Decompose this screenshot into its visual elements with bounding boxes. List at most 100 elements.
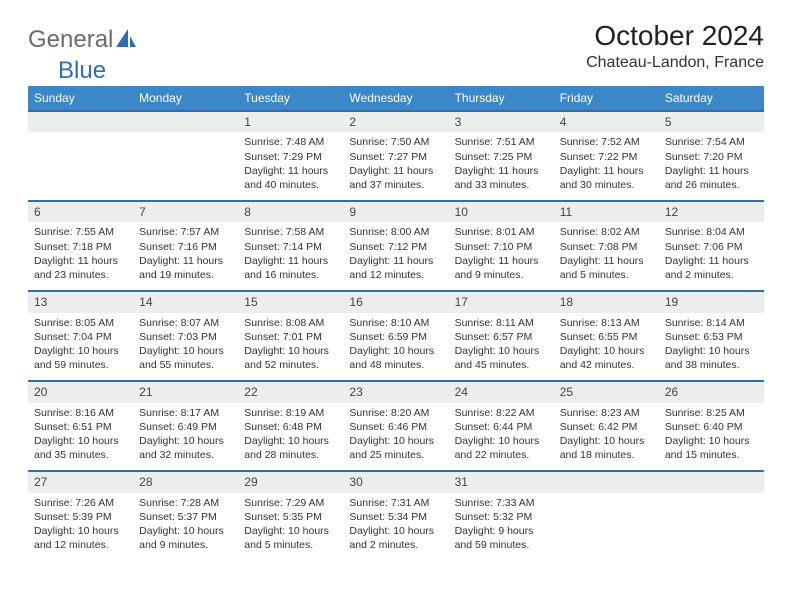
sunrise-text: Sunrise: 8:10 AM [349, 316, 442, 330]
day-details: Sunrise: 7:51 AMSunset: 7:25 PMDaylight:… [449, 132, 554, 200]
sunset-text: Sunset: 7:16 PM [139, 240, 232, 254]
sunset-text: Sunset: 7:12 PM [349, 240, 442, 254]
daylight-text: Daylight: 11 hours and 5 minutes. [560, 254, 653, 282]
sunrise-text: Sunrise: 7:31 AM [349, 496, 442, 510]
day-number: 18 [554, 292, 659, 312]
day-detail-cell: Sunrise: 8:14 AMSunset: 6:53 PMDaylight:… [659, 313, 764, 382]
day-num-cell: 12 [659, 201, 764, 222]
sunset-text: Sunset: 7:29 PM [244, 150, 337, 164]
day-number: 26 [659, 382, 764, 402]
daylight-text: Daylight: 10 hours and 59 minutes. [34, 344, 127, 372]
sunrise-text: Sunrise: 7:50 AM [349, 135, 442, 149]
day-number: 9 [343, 202, 448, 222]
day-num-cell: 8 [238, 201, 343, 222]
day-detail-cell: Sunrise: 8:10 AMSunset: 6:59 PMDaylight:… [343, 313, 448, 382]
day-detail-cell: Sunrise: 7:28 AMSunset: 5:37 PMDaylight:… [133, 493, 238, 561]
daylight-text: Daylight: 11 hours and 23 minutes. [34, 254, 127, 282]
day-num-cell: 11 [554, 201, 659, 222]
daylight-text: Daylight: 10 hours and 5 minutes. [244, 524, 337, 552]
day-detail-cell: Sunrise: 8:22 AMSunset: 6:44 PMDaylight:… [449, 403, 554, 472]
sunset-text: Sunset: 7:08 PM [560, 240, 653, 254]
daylight-text: Daylight: 11 hours and 2 minutes. [665, 254, 758, 282]
daylight-text: Daylight: 11 hours and 26 minutes. [665, 164, 758, 192]
day-detail-cell: Sunrise: 8:01 AMSunset: 7:10 PMDaylight:… [449, 222, 554, 291]
day-detail-cell: Sunrise: 8:13 AMSunset: 6:55 PMDaylight:… [554, 313, 659, 382]
sunset-text: Sunset: 7:22 PM [560, 150, 653, 164]
sunset-text: Sunset: 7:20 PM [665, 150, 758, 164]
day-num-cell: 14 [133, 291, 238, 312]
sunrise-text: Sunrise: 8:23 AM [560, 406, 653, 420]
day-details: Sunrise: 7:28 AMSunset: 5:37 PMDaylight:… [133, 493, 238, 561]
day-details: Sunrise: 8:07 AMSunset: 7:03 PMDaylight:… [133, 313, 238, 381]
sunrise-text: Sunrise: 7:29 AM [244, 496, 337, 510]
sunset-text: Sunset: 7:03 PM [139, 330, 232, 344]
day-number: 17 [449, 292, 554, 312]
day-num-cell: 2 [343, 111, 448, 132]
day-number: 22 [238, 382, 343, 402]
day-header-row: Sunday Monday Tuesday Wednesday Thursday… [28, 86, 764, 111]
sunrise-text: Sunrise: 8:01 AM [455, 225, 548, 239]
day-detail-cell: Sunrise: 8:07 AMSunset: 7:03 PMDaylight:… [133, 313, 238, 382]
day-num-cell [133, 111, 238, 132]
day-detail-cell: Sunrise: 7:26 AMSunset: 5:39 PMDaylight:… [28, 493, 133, 561]
day-details: Sunrise: 8:13 AMSunset: 6:55 PMDaylight:… [554, 313, 659, 381]
daylight-text: Daylight: 10 hours and 38 minutes. [665, 344, 758, 372]
sunset-text: Sunset: 7:25 PM [455, 150, 548, 164]
day-number: 16 [343, 292, 448, 312]
day-detail-cell: Sunrise: 7:29 AMSunset: 5:35 PMDaylight:… [238, 493, 343, 561]
sunrise-text: Sunrise: 8:20 AM [349, 406, 442, 420]
sunrise-text: Sunrise: 7:55 AM [34, 225, 127, 239]
sunrise-text: Sunrise: 7:33 AM [455, 496, 548, 510]
day-details: Sunrise: 8:01 AMSunset: 7:10 PMDaylight:… [449, 222, 554, 290]
day-number: 1 [238, 112, 343, 132]
day-details: Sunrise: 7:50 AMSunset: 7:27 PMDaylight:… [343, 132, 448, 200]
daylight-text: Daylight: 10 hours and 15 minutes. [665, 434, 758, 462]
day-number: 15 [238, 292, 343, 312]
day-num-cell: 25 [554, 381, 659, 402]
sunset-text: Sunset: 7:27 PM [349, 150, 442, 164]
calendar-table: Sunday Monday Tuesday Wednesday Thursday… [28, 86, 764, 560]
day-num-cell [28, 111, 133, 132]
day-detail-cell: Sunrise: 8:00 AMSunset: 7:12 PMDaylight:… [343, 222, 448, 291]
sunrise-text: Sunrise: 8:11 AM [455, 316, 548, 330]
day-num-cell: 15 [238, 291, 343, 312]
dayhead-mon: Monday [133, 86, 238, 111]
day-detail-cell: Sunrise: 7:55 AMSunset: 7:18 PMDaylight:… [28, 222, 133, 291]
week-numrow: 6789101112 [28, 201, 764, 222]
sunset-text: Sunset: 5:39 PM [34, 510, 127, 524]
day-number: 14 [133, 292, 238, 312]
day-number: 12 [659, 202, 764, 222]
day-num-cell: 6 [28, 201, 133, 222]
sunset-text: Sunset: 5:32 PM [455, 510, 548, 524]
sunrise-text: Sunrise: 7:52 AM [560, 135, 653, 149]
day-details: Sunrise: 8:19 AMSunset: 6:48 PMDaylight:… [238, 403, 343, 471]
week-numrow: 20212223242526 [28, 381, 764, 402]
day-detail-cell: Sunrise: 7:48 AMSunset: 7:29 PMDaylight:… [238, 132, 343, 201]
daylight-text: Daylight: 11 hours and 33 minutes. [455, 164, 548, 192]
daylight-text: Daylight: 11 hours and 40 minutes. [244, 164, 337, 192]
day-details: Sunrise: 8:11 AMSunset: 6:57 PMDaylight:… [449, 313, 554, 381]
dayhead-sun: Sunday [28, 86, 133, 111]
daylight-text: Daylight: 10 hours and 22 minutes. [455, 434, 548, 462]
day-num-cell: 22 [238, 381, 343, 402]
sunrise-text: Sunrise: 8:04 AM [665, 225, 758, 239]
day-num-cell: 27 [28, 471, 133, 492]
day-detail-cell: Sunrise: 8:11 AMSunset: 6:57 PMDaylight:… [449, 313, 554, 382]
day-details: Sunrise: 8:23 AMSunset: 6:42 PMDaylight:… [554, 403, 659, 471]
sunrise-text: Sunrise: 7:28 AM [139, 496, 232, 510]
sunset-text: Sunset: 6:48 PM [244, 420, 337, 434]
sunrise-text: Sunrise: 8:16 AM [34, 406, 127, 420]
daylight-text: Daylight: 10 hours and 9 minutes. [139, 524, 232, 552]
week-numrow: 12345 [28, 111, 764, 132]
day-number: 31 [449, 472, 554, 492]
day-details: Sunrise: 8:20 AMSunset: 6:46 PMDaylight:… [343, 403, 448, 471]
day-details: Sunrise: 7:54 AMSunset: 7:20 PMDaylight:… [659, 132, 764, 200]
day-details: Sunrise: 8:14 AMSunset: 6:53 PMDaylight:… [659, 313, 764, 381]
day-details: Sunrise: 7:33 AMSunset: 5:32 PMDaylight:… [449, 493, 554, 561]
dayhead-tue: Tuesday [238, 86, 343, 111]
day-details: Sunrise: 8:22 AMSunset: 6:44 PMDaylight:… [449, 403, 554, 471]
sunrise-text: Sunrise: 8:17 AM [139, 406, 232, 420]
day-details: Sunrise: 8:17 AMSunset: 6:49 PMDaylight:… [133, 403, 238, 471]
day-number: 3 [449, 112, 554, 132]
day-number: 30 [343, 472, 448, 492]
